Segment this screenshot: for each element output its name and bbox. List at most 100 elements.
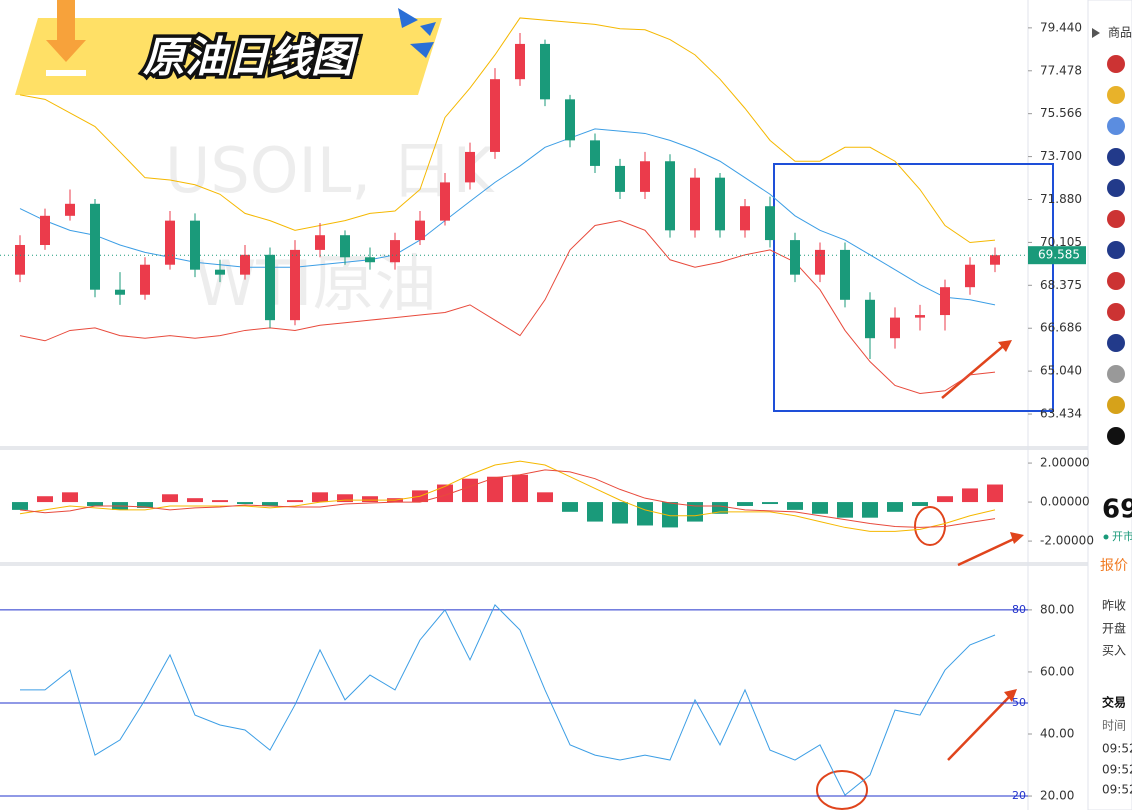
sidebar-price: 69 — [1102, 495, 1132, 525]
macd-bar — [487, 476, 503, 503]
macd-bar — [337, 494, 353, 503]
flag-icon — [1107, 86, 1125, 104]
candle-body — [315, 235, 325, 250]
macd-bar — [462, 478, 478, 503]
arrow-icon — [46, 40, 86, 62]
y-tick-label: 77.478 — [1040, 63, 1082, 77]
y-tick-label: 2.00000 — [1040, 456, 1090, 470]
y-tick-label: 65.040 — [1040, 364, 1082, 378]
candle-body — [865, 299, 875, 339]
annotation-circle — [914, 506, 946, 546]
annotation-circle — [816, 770, 868, 810]
flag-icon — [1107, 272, 1125, 290]
flag-icon — [1107, 365, 1125, 383]
macd-bar — [137, 502, 153, 508]
y-tick-label: 60.00 — [1040, 664, 1074, 678]
candle-body — [665, 161, 675, 231]
sidebar-tab: 报价 — [1100, 558, 1128, 574]
y-tick-label: 80.00 — [1040, 602, 1074, 616]
y-tick-label: 70.105 — [1040, 235, 1082, 249]
y-tick-label: 66.686 — [1040, 321, 1082, 335]
candle-body — [165, 220, 175, 265]
macd-bar — [637, 502, 653, 526]
candle-body — [465, 151, 475, 183]
candle-body — [815, 249, 825, 275]
macd-bar — [987, 484, 1003, 503]
watermark: WTI原油 — [195, 247, 436, 320]
sidebar-status: 开市 — [1112, 529, 1132, 543]
macd-bar — [437, 484, 453, 503]
title: 原油日线图 — [143, 33, 359, 82]
macd-bar — [787, 502, 803, 510]
candle-body — [265, 254, 275, 321]
macd-bar — [862, 502, 878, 518]
macd-bar — [262, 502, 278, 506]
candle-body — [515, 43, 525, 80]
macd-bar — [562, 502, 578, 512]
flag-icon — [1107, 148, 1125, 166]
y-tick-label: 73.700 — [1040, 149, 1082, 163]
y-tick-label: 79.440 — [1040, 20, 1082, 34]
candle-body — [790, 240, 800, 275]
flag-icon — [1107, 396, 1125, 414]
candle-body — [890, 317, 900, 339]
y-tick-label: 75.566 — [1040, 106, 1082, 120]
candle-body — [615, 165, 625, 192]
flag-icon — [1107, 179, 1125, 197]
y-tick-label: 71.880 — [1040, 192, 1082, 206]
macd-bar — [812, 502, 828, 514]
title-badge — [15, 18, 442, 95]
candle-body — [365, 257, 375, 263]
candle-body — [765, 206, 775, 241]
annotation-arrow — [947, 693, 1013, 761]
candle-body — [390, 240, 400, 263]
highlight-box — [773, 163, 1054, 412]
candle-body — [190, 220, 200, 270]
candle-body — [940, 287, 950, 316]
candle-body — [715, 177, 725, 231]
macd-bar — [837, 502, 853, 518]
candle-body — [540, 43, 550, 100]
band-line — [19, 220, 996, 394]
level-label: 80 — [1012, 603, 1026, 616]
y-tick-label: 63.434 — [1040, 407, 1082, 421]
band-line — [19, 128, 996, 306]
candle-body — [240, 254, 250, 275]
macd-bar — [512, 474, 528, 503]
macd-bar — [187, 498, 203, 503]
macd-bar — [737, 502, 753, 506]
macd-bar — [62, 492, 78, 503]
arrow-icon — [46, 70, 86, 76]
candle-body — [415, 220, 425, 241]
level-label: 50 — [1012, 696, 1026, 709]
candle-body — [290, 249, 300, 321]
candle-body — [965, 264, 975, 288]
sidebar-column: 时间 — [1102, 719, 1126, 733]
flag-icon — [1107, 334, 1125, 352]
macd-bar — [937, 496, 953, 503]
macd-bar — [662, 502, 678, 528]
macd-bar — [212, 500, 228, 503]
annotation-arrow — [957, 535, 1019, 567]
sidebar-time: 09:52 — [1102, 742, 1132, 756]
status-dot — [1103, 534, 1109, 540]
sidebar-time: 09:52 — [1102, 763, 1132, 777]
macd-bar — [537, 492, 553, 503]
flag-icon — [1107, 241, 1125, 259]
deco — [398, 8, 418, 28]
candle-body — [440, 182, 450, 221]
macd-bar — [712, 502, 728, 514]
macd-bar — [162, 494, 178, 503]
flag-icon — [1107, 210, 1125, 228]
macd-bar — [37, 496, 53, 503]
macd-bar — [962, 488, 978, 503]
flag-icon — [1107, 117, 1125, 135]
macd-bar — [912, 502, 928, 506]
candle-body — [690, 177, 700, 231]
annotation-arrow — [1004, 689, 1017, 702]
candle-body — [840, 249, 850, 300]
candle-body — [590, 140, 600, 166]
macd-bar — [887, 502, 903, 512]
macd-bar — [362, 496, 378, 503]
